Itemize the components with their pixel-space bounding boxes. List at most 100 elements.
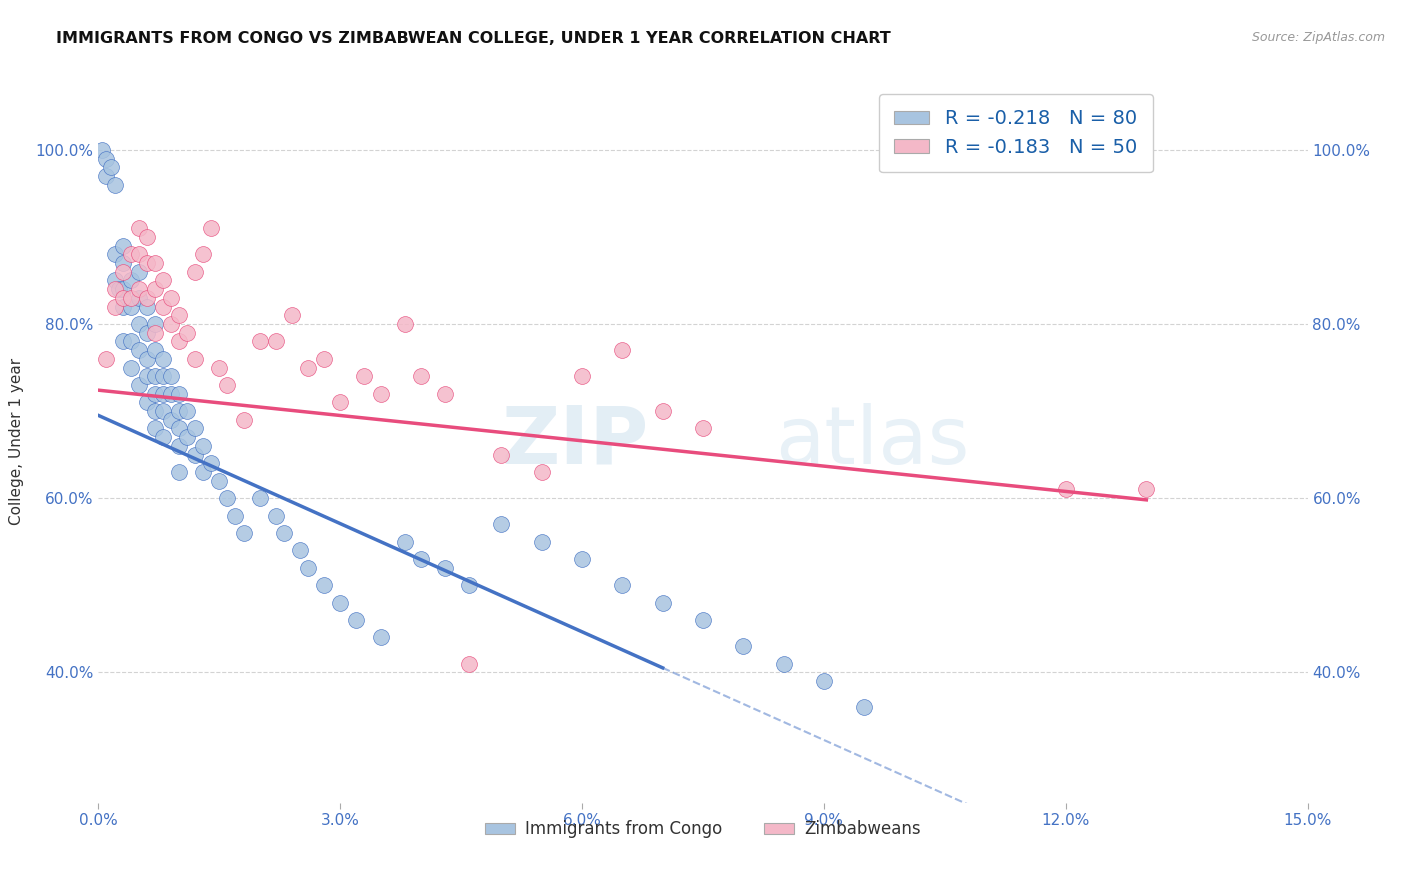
Point — [135, 395, 157, 409]
Point — [160, 386, 183, 401]
Point — [184, 421, 207, 435]
Point — [314, 578, 336, 592]
Point — [193, 247, 215, 261]
Point — [571, 552, 593, 566]
Point — [224, 508, 246, 523]
Point — [152, 351, 174, 366]
Point — [143, 404, 166, 418]
Point — [128, 282, 150, 296]
Point — [1054, 483, 1077, 497]
Point — [249, 491, 271, 505]
Point — [111, 256, 134, 270]
Point — [143, 386, 166, 401]
Point — [107, 282, 129, 296]
Point — [111, 282, 134, 296]
Point — [200, 456, 222, 470]
Point — [200, 221, 222, 235]
Point — [329, 596, 352, 610]
Point — [184, 265, 207, 279]
Point — [91, 143, 114, 157]
Point — [135, 256, 157, 270]
Point — [152, 273, 174, 287]
Point — [152, 404, 174, 418]
Point — [297, 561, 319, 575]
Point — [103, 300, 125, 314]
Point — [353, 369, 375, 384]
Point — [128, 378, 150, 392]
Point — [135, 326, 157, 340]
Point — [167, 421, 190, 435]
Point — [96, 152, 118, 166]
Point — [232, 413, 254, 427]
Point — [120, 247, 142, 261]
Point — [409, 552, 432, 566]
Point — [394, 534, 416, 549]
Point — [128, 343, 150, 358]
Point — [329, 395, 352, 409]
Point — [152, 386, 174, 401]
Point — [111, 265, 134, 279]
Point — [571, 369, 593, 384]
Point — [288, 543, 311, 558]
Point — [103, 247, 125, 261]
Point — [143, 421, 166, 435]
Point — [167, 308, 190, 322]
Point — [297, 360, 319, 375]
Point — [193, 439, 215, 453]
Point — [434, 561, 457, 575]
Point — [458, 657, 481, 671]
Point — [167, 404, 190, 418]
Point — [264, 334, 287, 349]
Point — [152, 430, 174, 444]
Point — [232, 525, 254, 540]
Legend: Immigrants from Congo, Zimbabweans: Immigrants from Congo, Zimbabweans — [478, 814, 928, 845]
Point — [111, 334, 134, 349]
Point — [176, 404, 198, 418]
Point — [135, 291, 157, 305]
Point — [458, 578, 481, 592]
Point — [120, 334, 142, 349]
Point — [128, 221, 150, 235]
Point — [651, 596, 673, 610]
Point — [160, 291, 183, 305]
Text: Source: ZipAtlas.com: Source: ZipAtlas.com — [1251, 31, 1385, 45]
Point — [167, 334, 190, 349]
Text: ZIP: ZIP — [502, 402, 648, 481]
Point — [394, 317, 416, 331]
Point — [434, 386, 457, 401]
Point — [651, 404, 673, 418]
Point — [530, 534, 553, 549]
Point — [853, 700, 876, 714]
Point — [120, 360, 142, 375]
Point — [264, 508, 287, 523]
Point — [120, 291, 142, 305]
Point — [217, 491, 239, 505]
Point — [111, 300, 134, 314]
Point — [273, 525, 295, 540]
Point — [143, 282, 166, 296]
Point — [135, 230, 157, 244]
Text: atlas: atlas — [776, 402, 970, 481]
Point — [167, 465, 190, 479]
Point — [160, 317, 183, 331]
Point — [135, 300, 157, 314]
Point — [344, 613, 367, 627]
Point — [128, 317, 150, 331]
Point — [184, 351, 207, 366]
Point — [143, 326, 166, 340]
Point — [152, 300, 174, 314]
Point — [208, 360, 231, 375]
Point — [103, 273, 125, 287]
Point — [143, 256, 166, 270]
Point — [160, 369, 183, 384]
Point — [135, 369, 157, 384]
Point — [167, 439, 190, 453]
Point — [612, 343, 634, 358]
Point — [143, 317, 166, 331]
Point — [96, 351, 118, 366]
Y-axis label: College, Under 1 year: College, Under 1 year — [10, 358, 24, 525]
Point — [143, 343, 166, 358]
Point — [208, 474, 231, 488]
Point — [733, 639, 755, 653]
Point — [111, 238, 134, 252]
